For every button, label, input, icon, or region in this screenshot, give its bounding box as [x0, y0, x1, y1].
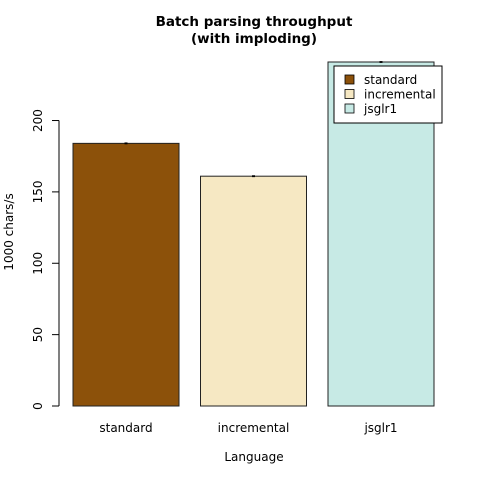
error-bar-incremental: [252, 175, 255, 178]
x-tick-label-jsglr1: jsglr1: [363, 421, 397, 435]
bar-standard: [72, 142, 180, 407]
legend-label-standard: standard: [364, 73, 417, 87]
y-tick-label-150: 150: [31, 180, 45, 203]
x-tick-label-standard: standard: [99, 421, 152, 435]
legend-label-jsglr1: jsglr1: [363, 102, 397, 116]
legend-swatch-jsglr1: [344, 103, 355, 114]
legend-label-incremental: incremental: [364, 88, 436, 102]
y-tick-label-200: 200: [31, 109, 45, 132]
error-bar-jsglr1: [379, 61, 383, 63]
bar-incremental: [200, 175, 307, 407]
legend-swatch-standard: [344, 74, 355, 85]
x-tick-labels: standard incremental jsglr1: [99, 421, 397, 435]
chart-subtitle: (with imploding): [191, 31, 317, 47]
error-bars-group: [124, 61, 383, 178]
x-tick-label-incremental: incremental: [218, 421, 290, 435]
x-axis-label: Language: [224, 450, 283, 464]
legend-swatch-incremental: [344, 89, 355, 99]
y-tick-label-100: 100: [31, 252, 45, 275]
y-axis: 0 50 100 150 200: [31, 109, 60, 410]
chart-title: Batch parsing throughput: [156, 14, 353, 30]
y-tick-label-50: 50: [31, 327, 45, 342]
y-tick-label-0: 0: [31, 402, 45, 410]
y-axis-label: 1000 chars/s: [2, 193, 16, 270]
error-bar-standard: [124, 142, 128, 145]
